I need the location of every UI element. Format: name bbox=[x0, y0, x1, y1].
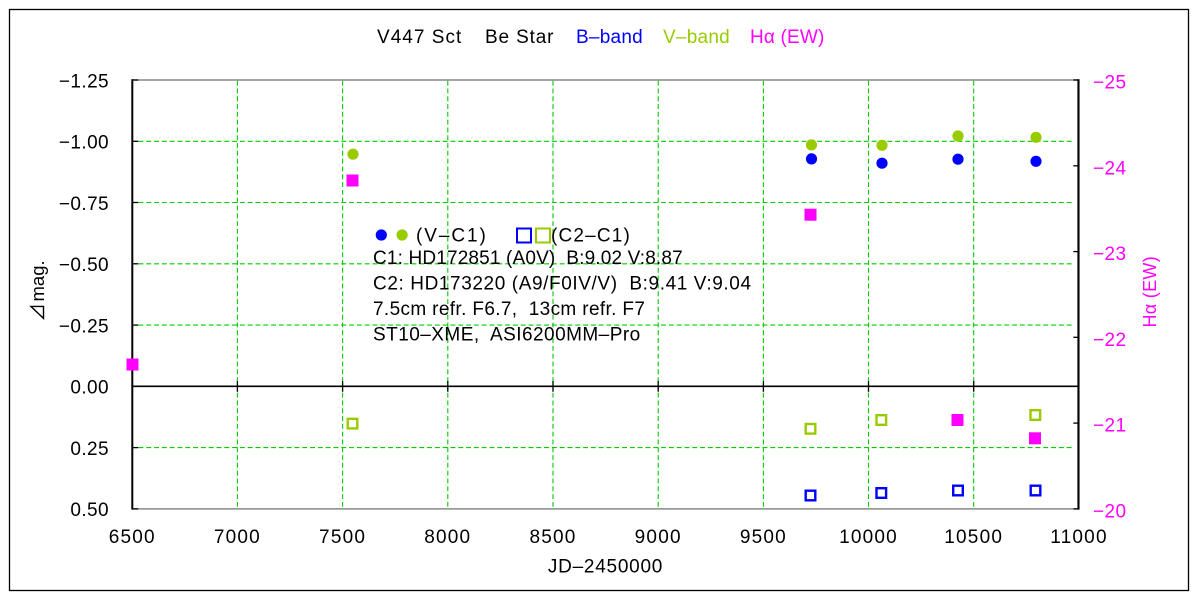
svg-text:7.5cm refr. F6.7, 13cm refr.: 7.5cm refr. F6.7, 13cm refr. F7 bbox=[373, 299, 645, 320]
svg-text:Be Star: Be Star bbox=[485, 27, 554, 48]
svg-text:−22: −22 bbox=[1093, 330, 1126, 351]
svg-text:−21: −21 bbox=[1093, 416, 1126, 437]
svg-text:0.50: 0.50 bbox=[70, 500, 109, 521]
svg-text:−1.00: −1.00 bbox=[59, 133, 109, 154]
svg-text:9000: 9000 bbox=[635, 527, 682, 548]
svg-text:−24: −24 bbox=[1093, 158, 1126, 179]
svg-text:C2: HD173220 (A9/F0IV/V) B:9.: C2: HD173220 (A9/F0IV/V) B:9.41 V:9.04 bbox=[373, 274, 752, 295]
svg-text:B–band: B–band bbox=[576, 27, 643, 48]
svg-text:C1: HD172851 (A0V) B:9.02 V:8: C1: HD172851 (A0V) B:9.02 V:8.87 bbox=[373, 248, 683, 269]
svg-text:V447 Sct: V447 Sct bbox=[377, 27, 462, 48]
svg-text:V–band: V–band bbox=[663, 27, 730, 48]
svg-text:9500: 9500 bbox=[740, 527, 787, 548]
svg-text:8500: 8500 bbox=[529, 527, 576, 548]
svg-text:−0.25: −0.25 bbox=[59, 316, 109, 337]
svg-text:0.00: 0.00 bbox=[70, 378, 109, 399]
svg-text:−1.25: −1.25 bbox=[59, 71, 109, 92]
svg-text:(C2–C1): (C2–C1) bbox=[551, 225, 631, 246]
svg-text:0.25: 0.25 bbox=[70, 439, 109, 460]
svg-text:6500: 6500 bbox=[109, 527, 156, 548]
svg-text:JD–2450000: JD–2450000 bbox=[548, 557, 663, 578]
svg-text:−0.75: −0.75 bbox=[59, 194, 109, 215]
svg-text:−0.50: −0.50 bbox=[59, 255, 109, 276]
svg-text:(V–C1): (V–C1) bbox=[416, 225, 488, 246]
svg-text:10000: 10000 bbox=[839, 527, 898, 548]
svg-text:ST10–XME, ASI6200MM–Pro: ST10–XME, ASI6200MM–Pro bbox=[373, 325, 641, 346]
svg-text:8000: 8000 bbox=[424, 527, 471, 548]
svg-text:7000: 7000 bbox=[214, 527, 261, 548]
svg-text:Hα (EW): Hα (EW) bbox=[1140, 256, 1160, 328]
svg-text:11000: 11000 bbox=[1050, 527, 1107, 548]
svg-text:Hα (EW): Hα (EW) bbox=[750, 27, 825, 48]
svg-text:10500: 10500 bbox=[944, 527, 1003, 548]
svg-text:mag.: mag. bbox=[27, 260, 48, 301]
svg-text:−25: −25 bbox=[1093, 73, 1126, 94]
svg-text:7500: 7500 bbox=[319, 527, 366, 548]
svg-text:−23: −23 bbox=[1093, 244, 1126, 265]
svg-text:−20: −20 bbox=[1093, 502, 1126, 523]
